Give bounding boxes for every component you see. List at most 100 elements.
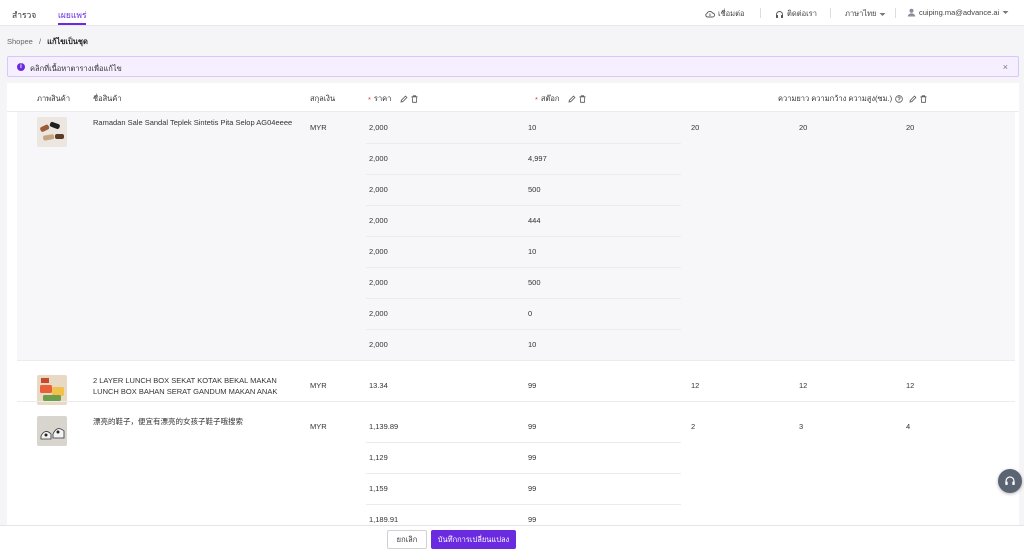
stock-cell[interactable]: 10 [528, 340, 537, 349]
help-circle-icon[interactable] [895, 95, 903, 103]
stock-cell[interactable]: 99 [528, 484, 537, 493]
price-cell[interactable]: 1,129 [369, 453, 388, 462]
height-cell[interactable]: 4 [906, 422, 911, 431]
price-cell[interactable]: 1,139.89 [369, 422, 399, 431]
price-cell[interactable]: 2,000 [369, 154, 388, 163]
breadcrumb-root[interactable]: Shopee [7, 37, 33, 46]
variant-divider [366, 174, 681, 175]
header-price: * ราคา [368, 93, 418, 105]
price-cell[interactable]: 2,000 [369, 247, 388, 256]
table-row [17, 370, 1015, 401]
breadcrumb-current: แก้ไขเป็นชุด [47, 37, 88, 46]
bottom-action-bar: ยกเลิก บันทึกการเปลี่ยนแปลง [0, 525, 1024, 552]
product-thumbnail [37, 416, 67, 446]
stock-cell[interactable]: 4,997 [528, 154, 547, 163]
variant-divider [366, 473, 681, 474]
variant-divider [366, 298, 681, 299]
contact-button[interactable]: ติดต่อเรา [775, 8, 817, 20]
chevron-down-icon [879, 12, 886, 17]
language-label: ภาษาไทย [845, 9, 877, 18]
variant-divider [366, 143, 681, 144]
info-alert: i คลิกที่เนื้อหาตารางเพื่อแก้ไข × [7, 56, 1019, 77]
product-name: 漂亮的鞋子，便宜有漂亮的女孩子鞋子哦搜索 [93, 417, 243, 426]
product-name: Ramadan Sale Sandal Teplek Sintetis Pita… [93, 118, 293, 127]
cloud-link-icon [705, 10, 715, 18]
price-cell[interactable]: 2,000 [369, 278, 388, 287]
language-selector[interactable]: ภาษาไทย [845, 8, 886, 20]
stock-cell[interactable]: 500 [528, 278, 541, 287]
price-cell[interactable]: 2,000 [369, 185, 388, 194]
header-dimensions: ความยาว ความกว้าง ความสูง(ซม.) [778, 93, 927, 105]
currency-cell[interactable]: MYR [310, 422, 327, 431]
contact-label: ติดต่อเรา [787, 9, 817, 18]
length-cell[interactable]: 12 [691, 381, 700, 390]
active-tab-indicator [58, 23, 86, 25]
header-dimensions-label: ความยาว ความกว้าง ความสูง(ซม.) [778, 94, 893, 103]
required-marker: * [368, 94, 371, 104]
stock-cell[interactable]: 99 [528, 422, 537, 431]
width-cell[interactable]: 20 [799, 123, 808, 132]
variant-divider [366, 504, 681, 505]
stock-cell[interactable]: 444 [528, 216, 541, 225]
price-cell[interactable]: 1,159 [369, 484, 388, 493]
headset-icon [775, 10, 784, 19]
required-marker: * [535, 94, 538, 104]
stock-cell[interactable]: 99 [528, 515, 537, 524]
tab-publish[interactable]: เผยแพร่ [58, 10, 87, 20]
delete-icon[interactable] [411, 95, 418, 103]
edit-icon[interactable] [400, 95, 408, 103]
width-cell[interactable]: 12 [799, 381, 808, 390]
price-cell[interactable]: 2,000 [369, 123, 388, 132]
price-cell[interactable]: 2,000 [369, 216, 388, 225]
length-cell[interactable]: 20 [691, 123, 700, 132]
product-name: 2 LAYER LUNCH BOX SEKAT KOTAK BEKAL MAKA… [93, 376, 278, 396]
price-cell[interactable]: 13.34 [369, 381, 388, 390]
currency-cell[interactable]: MYR [310, 381, 327, 390]
stock-cell[interactable]: 0 [528, 309, 533, 318]
header-stock-label: สต๊อก [540, 94, 560, 103]
stock-cell[interactable]: 99 [528, 381, 537, 390]
stock-cell[interactable]: 500 [528, 185, 541, 194]
height-cell[interactable]: 20 [906, 123, 915, 132]
price-cell[interactable]: 2,000 [369, 309, 388, 318]
header-image: ภาพสินค้า [37, 94, 71, 103]
delete-icon[interactable] [920, 95, 927, 103]
stock-cell[interactable]: 10 [528, 247, 537, 256]
close-icon[interactable]: × [1002, 62, 1008, 72]
chevron-down-icon [1002, 10, 1009, 15]
header-currency: สกุลเงิน [310, 94, 336, 103]
header-name: ชื่อสินค้า [93, 94, 122, 103]
cancel-button[interactable]: ยกเลิก [387, 530, 427, 549]
table-row [17, 411, 1015, 525]
currency-cell[interactable]: MYR [310, 123, 327, 132]
stock-cell[interactable]: 10 [528, 123, 537, 132]
length-cell[interactable]: 2 [691, 422, 696, 431]
price-cell[interactable]: 2,000 [369, 340, 388, 349]
save-changes-button[interactable]: บันทึกการเปลี่ยนแปลง [431, 530, 516, 549]
stock-cell[interactable]: 99 [528, 453, 537, 462]
headset-icon [1004, 475, 1016, 489]
table-header: ภาพสินค้า ชื่อสินค้า สกุลเงิน * ราคา * ส… [7, 83, 1019, 112]
width-cell[interactable]: 3 [799, 422, 804, 431]
support-chat-button[interactable] [998, 469, 1022, 493]
user-menu[interactable]: cuiping.ma@advance.ai [907, 8, 1009, 17]
price-cell[interactable]: 1,189.91 [369, 515, 399, 524]
edit-icon[interactable] [568, 95, 576, 103]
delete-icon[interactable] [579, 95, 586, 103]
breadcrumb-separator: / [38, 37, 42, 46]
product-thumbnail [37, 375, 67, 405]
tab-explore[interactable]: สำรวจ [12, 10, 37, 20]
alert-text: คลิกที่เนื้อหาตารางเพื่อแก้ไข [30, 64, 122, 73]
header-price-label: ราคา [373, 94, 392, 103]
user-icon [907, 8, 916, 17]
variant-divider [366, 329, 681, 330]
product-thumbnail [37, 117, 67, 147]
variant-divider [366, 442, 681, 443]
info-icon: i [17, 63, 25, 71]
edit-icon[interactable] [909, 95, 917, 103]
connect-button[interactable]: เชื่อมต่อ [705, 8, 744, 20]
variant-divider [366, 236, 681, 237]
batch-edit-table: ภาพสินค้า ชื่อสินค้า สกุลเงิน * ราคา * ส… [7, 83, 1019, 525]
breadcrumb: Shopee / แก้ไขเป็นชุด [7, 36, 88, 48]
height-cell[interactable]: 12 [906, 381, 915, 390]
